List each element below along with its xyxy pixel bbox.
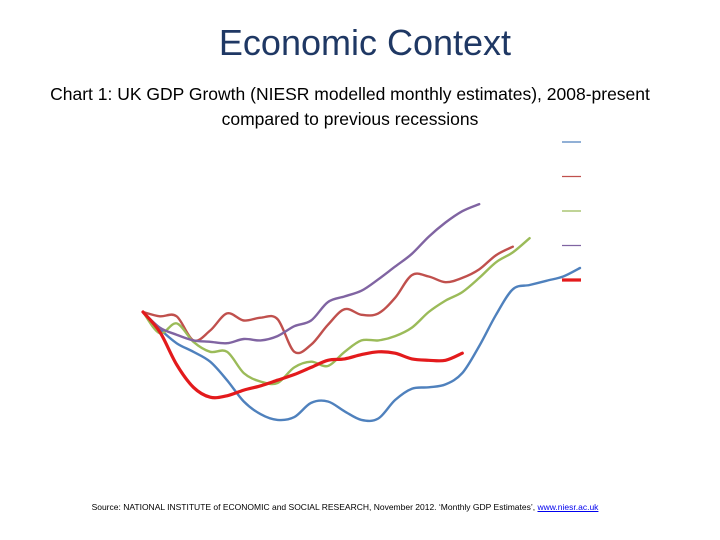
chart-legend	[562, 141, 581, 282]
series-line-green	[141, 237, 531, 386]
chart-title: Chart 1: UK GDP Growth (NIESR modelled m…	[0, 82, 700, 132]
chart-title-line-1: Chart 1: UK GDP Growth (NIESR modelled m…	[50, 84, 650, 104]
series-line-purple	[141, 202, 481, 345]
source-text: Source: NATIONAL INSTITUTE of ECONOMIC a…	[91, 502, 538, 512]
source-link[interactable]: www.niesr.ac.uk	[537, 502, 599, 512]
series-line-blue	[141, 266, 582, 423]
chart-series-lines	[141, 202, 582, 423]
series-line-brown	[141, 245, 514, 355]
source-note: Source: NATIONAL INSTITUTE of ECONOMIC a…	[0, 502, 690, 512]
chart-title-line-2: compared to previous recessions	[221, 109, 479, 129]
slide-title: Economic Context	[218, 22, 512, 63]
series-line-red	[141, 310, 464, 400]
